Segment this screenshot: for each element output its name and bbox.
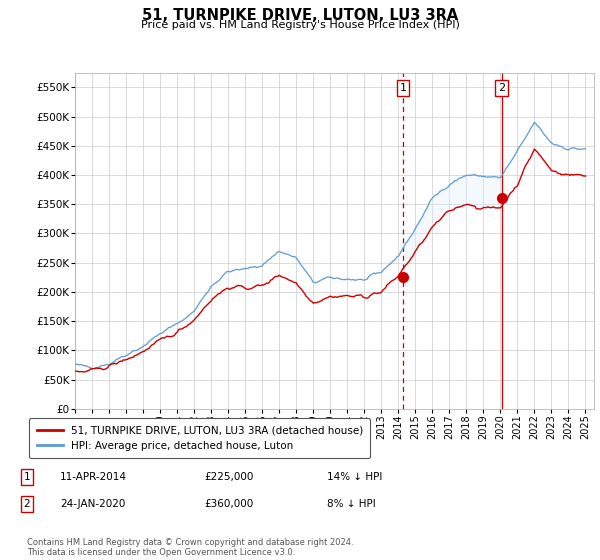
Text: 1: 1 <box>400 83 407 93</box>
Text: £360,000: £360,000 <box>204 499 253 509</box>
Legend: 51, TURNPIKE DRIVE, LUTON, LU3 3RA (detached house), HPI: Average price, detache: 51, TURNPIKE DRIVE, LUTON, LU3 3RA (deta… <box>29 418 370 458</box>
Text: 1: 1 <box>23 472 31 482</box>
Text: 2: 2 <box>498 83 505 93</box>
Text: 14% ↓ HPI: 14% ↓ HPI <box>327 472 382 482</box>
Text: Price paid vs. HM Land Registry's House Price Index (HPI): Price paid vs. HM Land Registry's House … <box>140 20 460 30</box>
Text: 8% ↓ HPI: 8% ↓ HPI <box>327 499 376 509</box>
Text: 51, TURNPIKE DRIVE, LUTON, LU3 3RA: 51, TURNPIKE DRIVE, LUTON, LU3 3RA <box>142 8 458 24</box>
Text: Contains HM Land Registry data © Crown copyright and database right 2024.
This d: Contains HM Land Registry data © Crown c… <box>27 538 353 557</box>
Text: 24-JAN-2020: 24-JAN-2020 <box>60 499 125 509</box>
Text: 11-APR-2014: 11-APR-2014 <box>60 472 127 482</box>
Text: 2: 2 <box>23 499 31 509</box>
Text: £225,000: £225,000 <box>204 472 253 482</box>
